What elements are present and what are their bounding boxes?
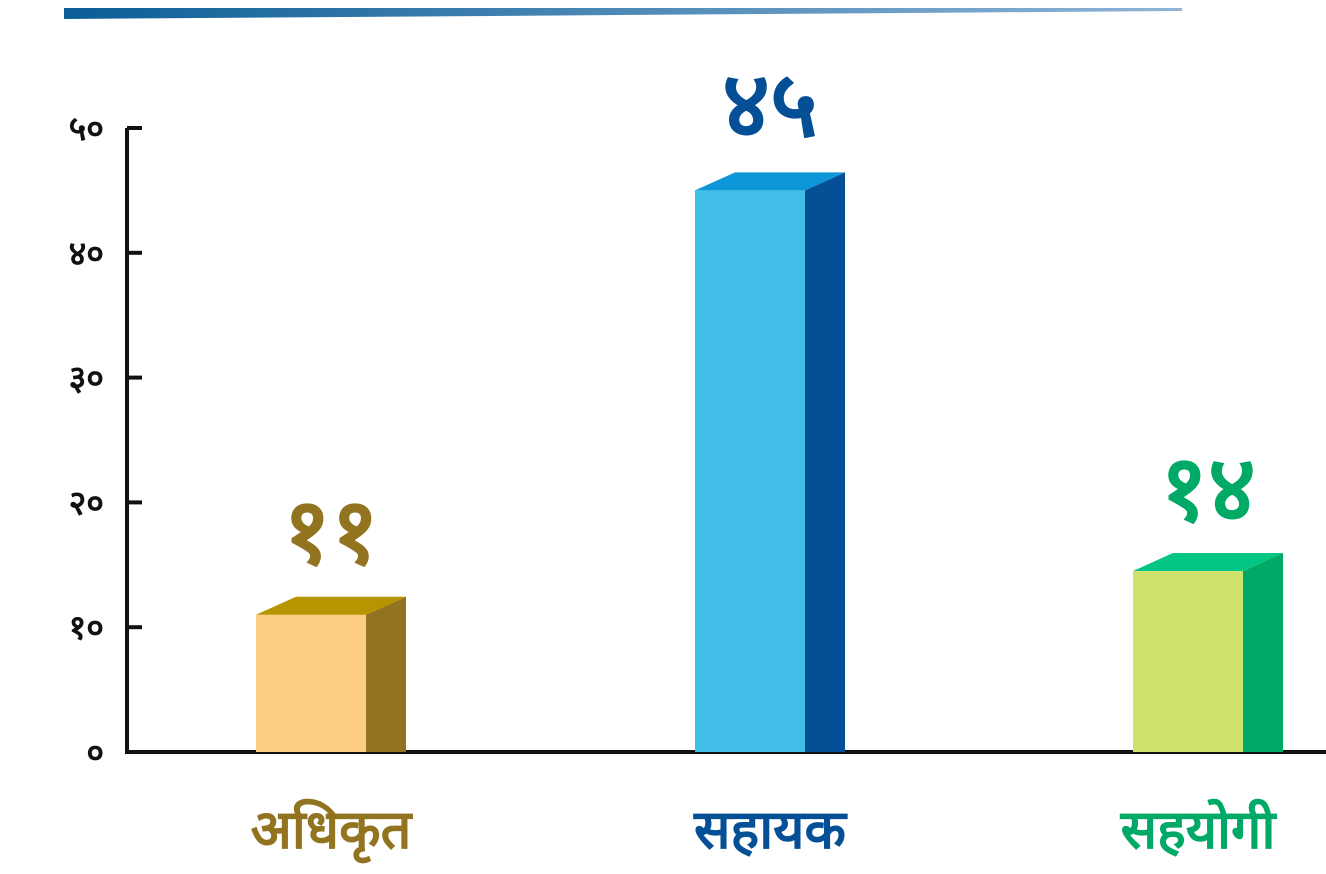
y-tick-label: २० — [69, 483, 104, 523]
bar-front — [1133, 571, 1243, 752]
bar-side — [805, 172, 845, 752]
bar-side — [366, 596, 406, 752]
data-label: ११ — [283, 478, 379, 585]
header-rule — [64, 8, 1182, 19]
labels: ११ अधिकृत ४५ सहायक १४ सहयोगी — [251, 51, 1278, 864]
y-tick-label: ५० — [69, 109, 104, 149]
x-category-label: सहयोगी — [1120, 798, 1278, 861]
x-category-label: सहायक — [693, 798, 848, 861]
bars — [256, 172, 1283, 752]
bar-top — [695, 172, 845, 191]
bar-front — [256, 614, 366, 752]
bar-top — [256, 596, 406, 615]
data-label: १४ — [1160, 435, 1256, 542]
x-category-label: अधिकृत — [251, 798, 414, 864]
data-label: ४५ — [722, 51, 818, 158]
y-tick-label: ३० — [69, 359, 104, 399]
y-tick-label: १० — [69, 608, 104, 648]
y-tick-label: ४० — [69, 234, 104, 274]
bar-side — [1243, 553, 1283, 752]
bar-top — [1133, 553, 1283, 572]
bar-front — [695, 190, 805, 752]
y-tick-label: ० — [86, 733, 104, 773]
